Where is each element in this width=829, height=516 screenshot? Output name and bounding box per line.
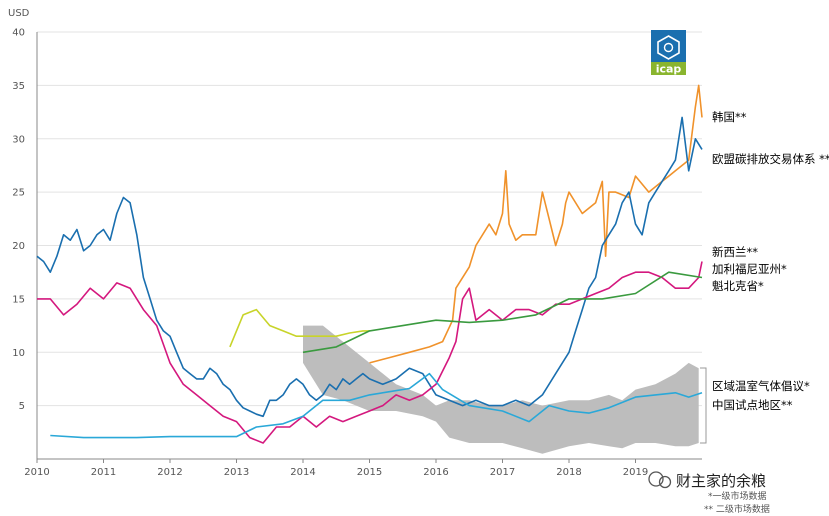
legend-china: 中国试点地区** bbox=[712, 398, 793, 412]
series-line-5 bbox=[50, 372, 703, 439]
band-bracket bbox=[700, 367, 707, 444]
series-lines bbox=[36, 84, 703, 444]
x-tick-label: 2017 bbox=[490, 467, 515, 478]
y-tick-label: 10 bbox=[12, 348, 25, 359]
legend-rggi: 区域温室气体倡议* bbox=[712, 379, 810, 393]
china-pilot-band bbox=[303, 325, 699, 454]
y-tick-label: 20 bbox=[12, 241, 25, 252]
footnote-primary: *一级市场数据 bbox=[708, 490, 767, 502]
x-tick-label: 2010 bbox=[24, 467, 49, 478]
y-tick-label: 25 bbox=[12, 188, 25, 199]
hexagon-icon bbox=[657, 35, 680, 60]
y-tick-label: 35 bbox=[12, 81, 25, 92]
legend-california: 加利福尼亚州* bbox=[712, 262, 787, 276]
y-tick-label: 40 bbox=[12, 28, 25, 39]
y-tick-label: 30 bbox=[12, 134, 25, 145]
watermark: 财主家的余粮 bbox=[648, 471, 766, 490]
x-tick-label: 2015 bbox=[357, 467, 382, 478]
series-line-0 bbox=[369, 84, 703, 364]
x-tick-label: 2019 bbox=[623, 467, 648, 478]
series-line-3 bbox=[229, 308, 370, 348]
x-tick-label: 2011 bbox=[91, 467, 116, 478]
series-line-1 bbox=[36, 116, 703, 418]
wechat-icon bbox=[648, 471, 664, 487]
x-tick-label: 2013 bbox=[224, 467, 249, 478]
x-tick-label: 2012 bbox=[157, 467, 182, 478]
legend-new-zealand: 新西兰** bbox=[712, 245, 758, 259]
gridlines bbox=[37, 31, 702, 407]
x-tick-label: 2016 bbox=[423, 467, 448, 478]
y-tick-label: 15 bbox=[12, 294, 25, 305]
legend-eu-ets: 欧盟碳排放交易体系 ** bbox=[712, 152, 829, 166]
logo-text: icap bbox=[656, 63, 682, 76]
legend-quebec: 魁北克省* bbox=[712, 279, 764, 293]
y-axis-label: USD bbox=[8, 8, 30, 19]
x-axis: 2010 2011 2012 2013 2014 2015 2016 2017 2018 2019 bbox=[24, 458, 702, 478]
watermark-text: 财主家的余粮 bbox=[676, 472, 766, 490]
x-tick-label: 2018 bbox=[556, 467, 581, 478]
y-tick-label: 5 bbox=[19, 401, 25, 412]
y-axis: 5 10 15 20 25 30 35 40 bbox=[12, 28, 38, 459]
series-line-2 bbox=[37, 261, 703, 444]
x-tick-label: 2014 bbox=[290, 467, 315, 478]
footnote-secondary: ** 二级市场数据 bbox=[704, 503, 770, 515]
series-line-4 bbox=[302, 271, 703, 354]
china-pilot-area bbox=[303, 325, 699, 454]
legend-korea: 韩国** bbox=[712, 110, 747, 124]
icap-logo: icap bbox=[651, 30, 686, 76]
